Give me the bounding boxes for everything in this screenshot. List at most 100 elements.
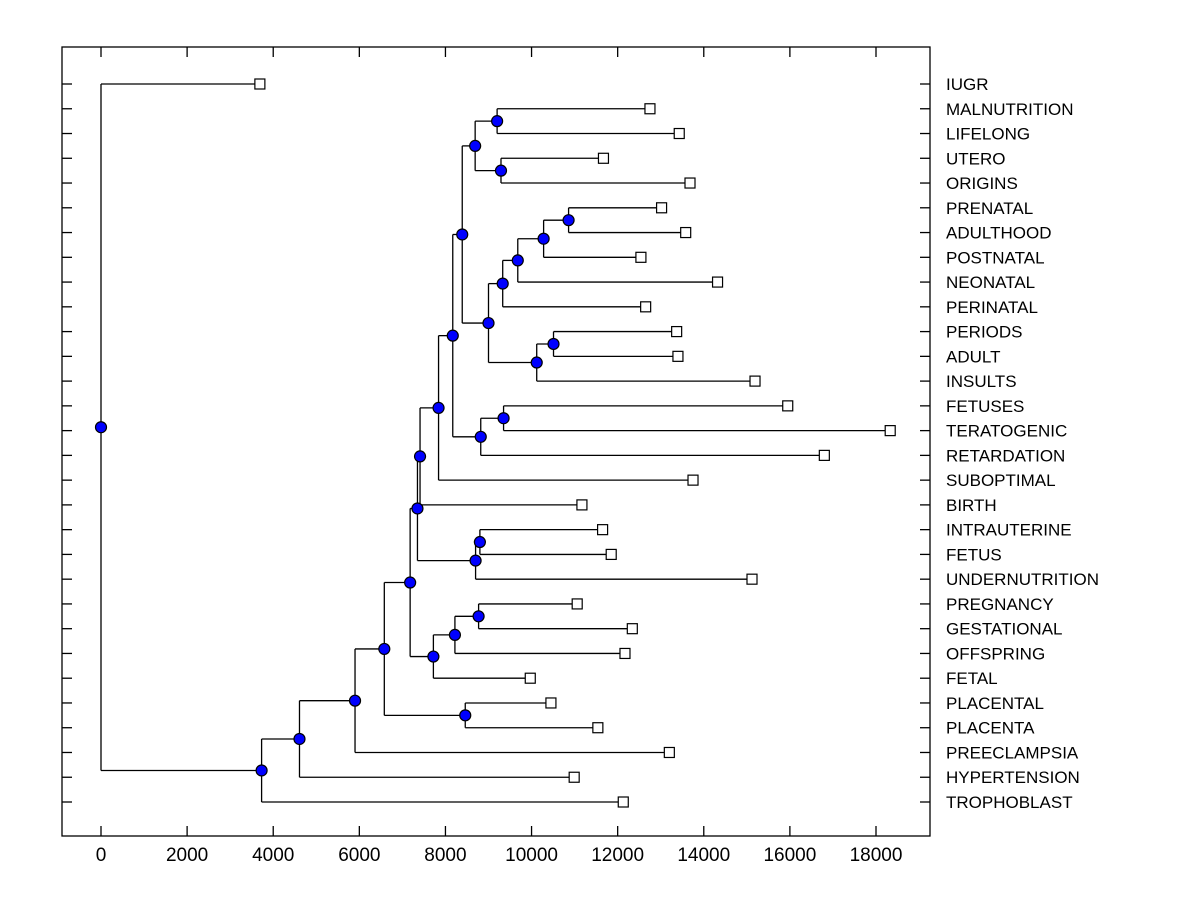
leaf-label-utero: UTERO [946, 149, 1006, 168]
internal-node-marker-node_utero_origins [494, 164, 508, 177]
leaf-label-adulthood: ADULTHOOD [946, 224, 1051, 243]
internal-node-marker-node_offspring_grp [448, 628, 462, 641]
leaf-marker-postnatal [635, 251, 647, 263]
internal-node-marker-node_natal_periods [482, 316, 495, 330]
leaf-label-fetal: FETAL [946, 669, 998, 688]
internal-node-marker-node_big_upper [404, 576, 417, 589]
x-tick-label-8000: 8000 [424, 845, 466, 866]
leaf-label-fetuses: FETUSES [946, 397, 1024, 416]
internal-node-marker-node_fetuses_teratogenic [497, 412, 510, 425]
leaf-label-fetus: FETUS [946, 545, 1002, 564]
leaf-label-insults: INSULTS [946, 372, 1017, 391]
x-tick-label-6000: 6000 [338, 845, 380, 866]
leaf-label-teratogenic: TERATOGENIC [946, 422, 1067, 441]
leaf-marker-neonatal [711, 276, 724, 288]
leaf-marker-periods [671, 325, 683, 338]
leaf-marker-fetal [524, 672, 536, 684]
internal-node-marker-node_mid_main [446, 329, 459, 342]
internal-node-marker-node_birth_grp [413, 450, 427, 463]
x-tick-label-0: 0 [96, 845, 107, 866]
leaf-marker-placental [545, 697, 557, 709]
leaf-label-adult: ADULT [946, 347, 1000, 366]
leaf-label-intrauterine: INTRAUTERINE [946, 521, 1072, 540]
leaf-marker-lifelong [673, 127, 685, 140]
x-tick-label-10000: 10000 [505, 845, 558, 866]
leaf-label-placental: PLACENTAL [946, 694, 1044, 713]
leaf-label-hypertension: HYPERTENSION [946, 768, 1080, 787]
axes-frame [61, 46, 931, 837]
internal-node-marker-node_upper_main [456, 228, 469, 241]
leaf-label-offspring: OFFSPRING [946, 644, 1045, 663]
leaf-marker-adult [672, 350, 684, 362]
leaf-marker-teratogenic [884, 425, 896, 437]
internal-node-marker-node_postnatal_grp [537, 232, 550, 245]
leaf-marker-fetus [605, 548, 617, 561]
leaf-label-lifelong: LIFELONG [946, 125, 1030, 144]
leaf-label-periods: PERIODS [946, 323, 1023, 342]
leaf-label-gestational: GESTATIONAL [946, 620, 1063, 639]
leaf-label-origins: ORIGINS [946, 174, 1018, 193]
leaf-label-retardation: RETARDATION [946, 446, 1065, 465]
internal-node-marker-node_hypertension_grp [293, 732, 306, 746]
leaf-marker-retardation [818, 449, 830, 461]
internal-node-marker-node_neonatal_grp [511, 254, 524, 267]
internal-node-marker-node_periods_adult [547, 337, 560, 351]
x-tick-label-4000: 4000 [252, 845, 294, 866]
leaf-marker-utero [597, 152, 610, 164]
leaf-marker-trophoblast [617, 796, 629, 808]
internal-node-marker-node_insults_grp [530, 356, 543, 369]
leaf-marker-prenatal [655, 202, 668, 214]
leaf-marker-undernutrition [746, 573, 758, 585]
leaf-marker-perinatal [640, 301, 652, 313]
x-tick-label-12000: 12000 [591, 845, 644, 866]
internal-node-marker-node_pregnancy_gestational [472, 610, 485, 623]
internal-node-marker-node_perinatal_grp [496, 277, 509, 290]
x-tick-label-16000: 16000 [763, 845, 816, 866]
leaf-marker-placenta [592, 722, 604, 734]
leaf-marker-pregnancy [571, 598, 583, 610]
leaf-marker-preeclampsia [663, 746, 675, 759]
leaf-marker-origins [684, 177, 696, 189]
internal-node-marker-node_malnutrition_lifelong [491, 115, 504, 128]
leaf-label-perinatal: PERINATAL [946, 298, 1038, 317]
x-tick-label-2000: 2000 [166, 845, 208, 866]
leaf-label-malnutrition: MALNUTRITION [946, 100, 1074, 119]
leaf-label-suboptimal: SUBOPTIMAL [946, 471, 1056, 490]
leaf-label-neonatal: NEONATAL [946, 273, 1035, 292]
leaf-marker-malnutrition [644, 103, 656, 115]
leaf-label-undernutrition: UNDERNUTRITION [946, 570, 1099, 589]
internal-node-marker-node_retardation_grp [474, 430, 487, 443]
internal-node-marker-node_placenta_grp [378, 642, 391, 656]
leaf-marker-insults [749, 375, 761, 387]
internal-node-marker-node_placental_placenta [459, 709, 472, 722]
leaf-marker-hypertension [568, 771, 580, 783]
leaf-label-trophoblast: TROPHOBLAST [946, 793, 1073, 812]
internal-node-marker-node_early_origins [469, 139, 482, 152]
internal-node-marker-node_prenatal_adulthood [562, 214, 575, 227]
leaf-marker-gestational [626, 623, 638, 635]
internal-node-marker-node_birth_undernutrition [411, 502, 424, 515]
leaf-marker-fetuses [782, 400, 794, 412]
leaf-label-postnatal: POSTNATAL [946, 248, 1045, 267]
x-tick-label-18000: 18000 [850, 845, 903, 866]
internal-node-marker-node_undernutrition_grp [469, 554, 482, 567]
internal-node-marker-root [94, 421, 108, 434]
leaf-label-iugr: IUGR [946, 75, 989, 94]
internal-node-marker-node_preeclampsia_grp [348, 694, 362, 707]
leaf-marker-adulthood [680, 226, 692, 239]
leaf-label-birth: BIRTH [946, 496, 997, 515]
internal-node-marker-node_intrauterine_fetus [473, 535, 486, 549]
leaf-marker-birth [576, 499, 588, 511]
leaf-label-placenta: PLACENTA [946, 719, 1035, 738]
internal-node-marker-node_suboptimal_grp [432, 401, 445, 414]
leaf-marker-offspring [619, 647, 631, 660]
x-tick-label-14000: 14000 [677, 845, 730, 866]
leaf-label-prenatal: PRENATAL [946, 199, 1033, 218]
leaf-marker-suboptimal [687, 474, 699, 486]
leaf-marker-iugr [254, 78, 266, 90]
internal-node-marker-node_fetal_grp [427, 650, 440, 663]
leaf-label-preeclampsia: PREECLAMPSIA [946, 743, 1079, 762]
